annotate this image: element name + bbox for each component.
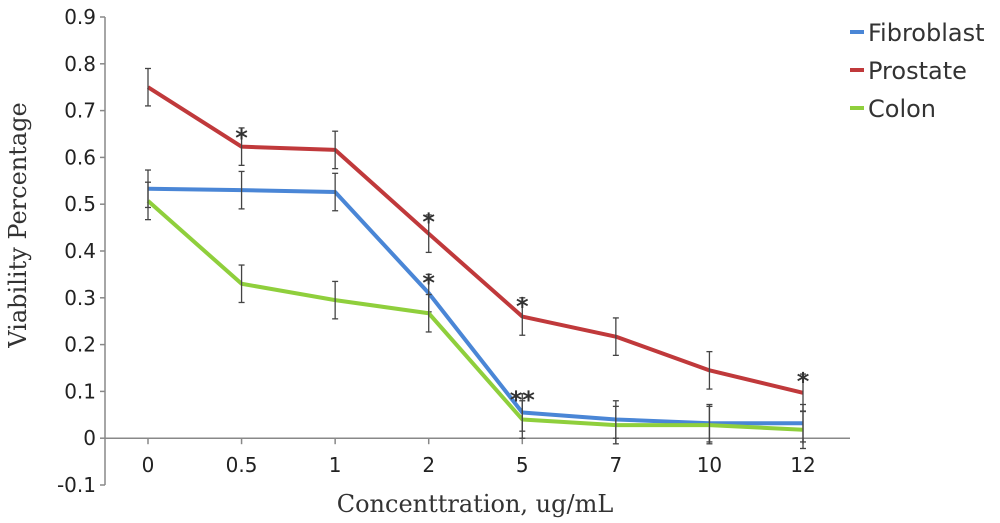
y-tick-labels: -0.1 0 0.1 0.2 0.3 0.4 0.5 0.6 0.7 0.8 0.9 [57,5,105,497]
significance-marker: * [516,292,529,320]
series-line [147,186,803,426]
x-tick-label: 1 [329,453,342,477]
legend-label: Fibroblast [868,19,985,47]
significance-marker: ** [510,386,536,414]
series-line [146,85,804,395]
x-tick-label: 5 [516,453,529,477]
legend-swatch [850,106,864,110]
annotation-layer: ******* [235,124,809,414]
legend-swatch [850,68,864,72]
axes [104,17,850,485]
x-tick-label: 0.5 [226,453,258,477]
y-tick-label: 0.2 [64,333,96,357]
x-tick-labels: 0 0.5 1 2 5 7 10 12 [142,438,816,477]
significance-marker: * [235,124,248,152]
legend-label: Prostate [868,57,967,85]
series-colon [145,181,806,450]
y-tick-label: 0.6 [64,145,96,169]
legend-item-colon: Colon [850,95,936,123]
y-tick-label: 0 [83,426,96,450]
series-fibroblast [145,169,806,443]
y-axis-title: Viability Percentage [4,102,32,348]
legend-item-fibroblast: Fibroblast [850,19,985,47]
x-tick-label: 2 [422,453,435,477]
y-tick-label: 0.8 [64,52,96,76]
y-tick-label: 0.3 [64,286,96,310]
y-tick-label: 0.1 [64,379,96,403]
legend-label: Colon [868,95,936,123]
x-tick-label: 7 [609,453,622,477]
series-line [146,199,804,432]
series-prostate [145,67,806,413]
legend-item-prostate: Prostate [850,57,967,85]
significance-marker: * [797,367,810,395]
x-tick-label: 12 [790,453,815,477]
y-tick-label: 0.5 [64,192,96,216]
x-tick-label: 10 [697,453,722,477]
x-axis-title: Concenttration, ug/mL [337,490,614,518]
significance-marker: * [422,208,435,236]
y-tick-label: 0.4 [64,239,96,263]
y-tick-label: 0.7 [64,99,96,123]
legend: Fibroblast Prostate Colon [850,19,985,123]
series-layer [145,67,806,450]
y-tick-label: -0.1 [57,473,96,497]
legend-swatch [850,30,864,34]
y-tick-label: 0.9 [64,5,96,29]
significance-marker: * [422,269,435,297]
x-tick-label: 0 [142,453,155,477]
